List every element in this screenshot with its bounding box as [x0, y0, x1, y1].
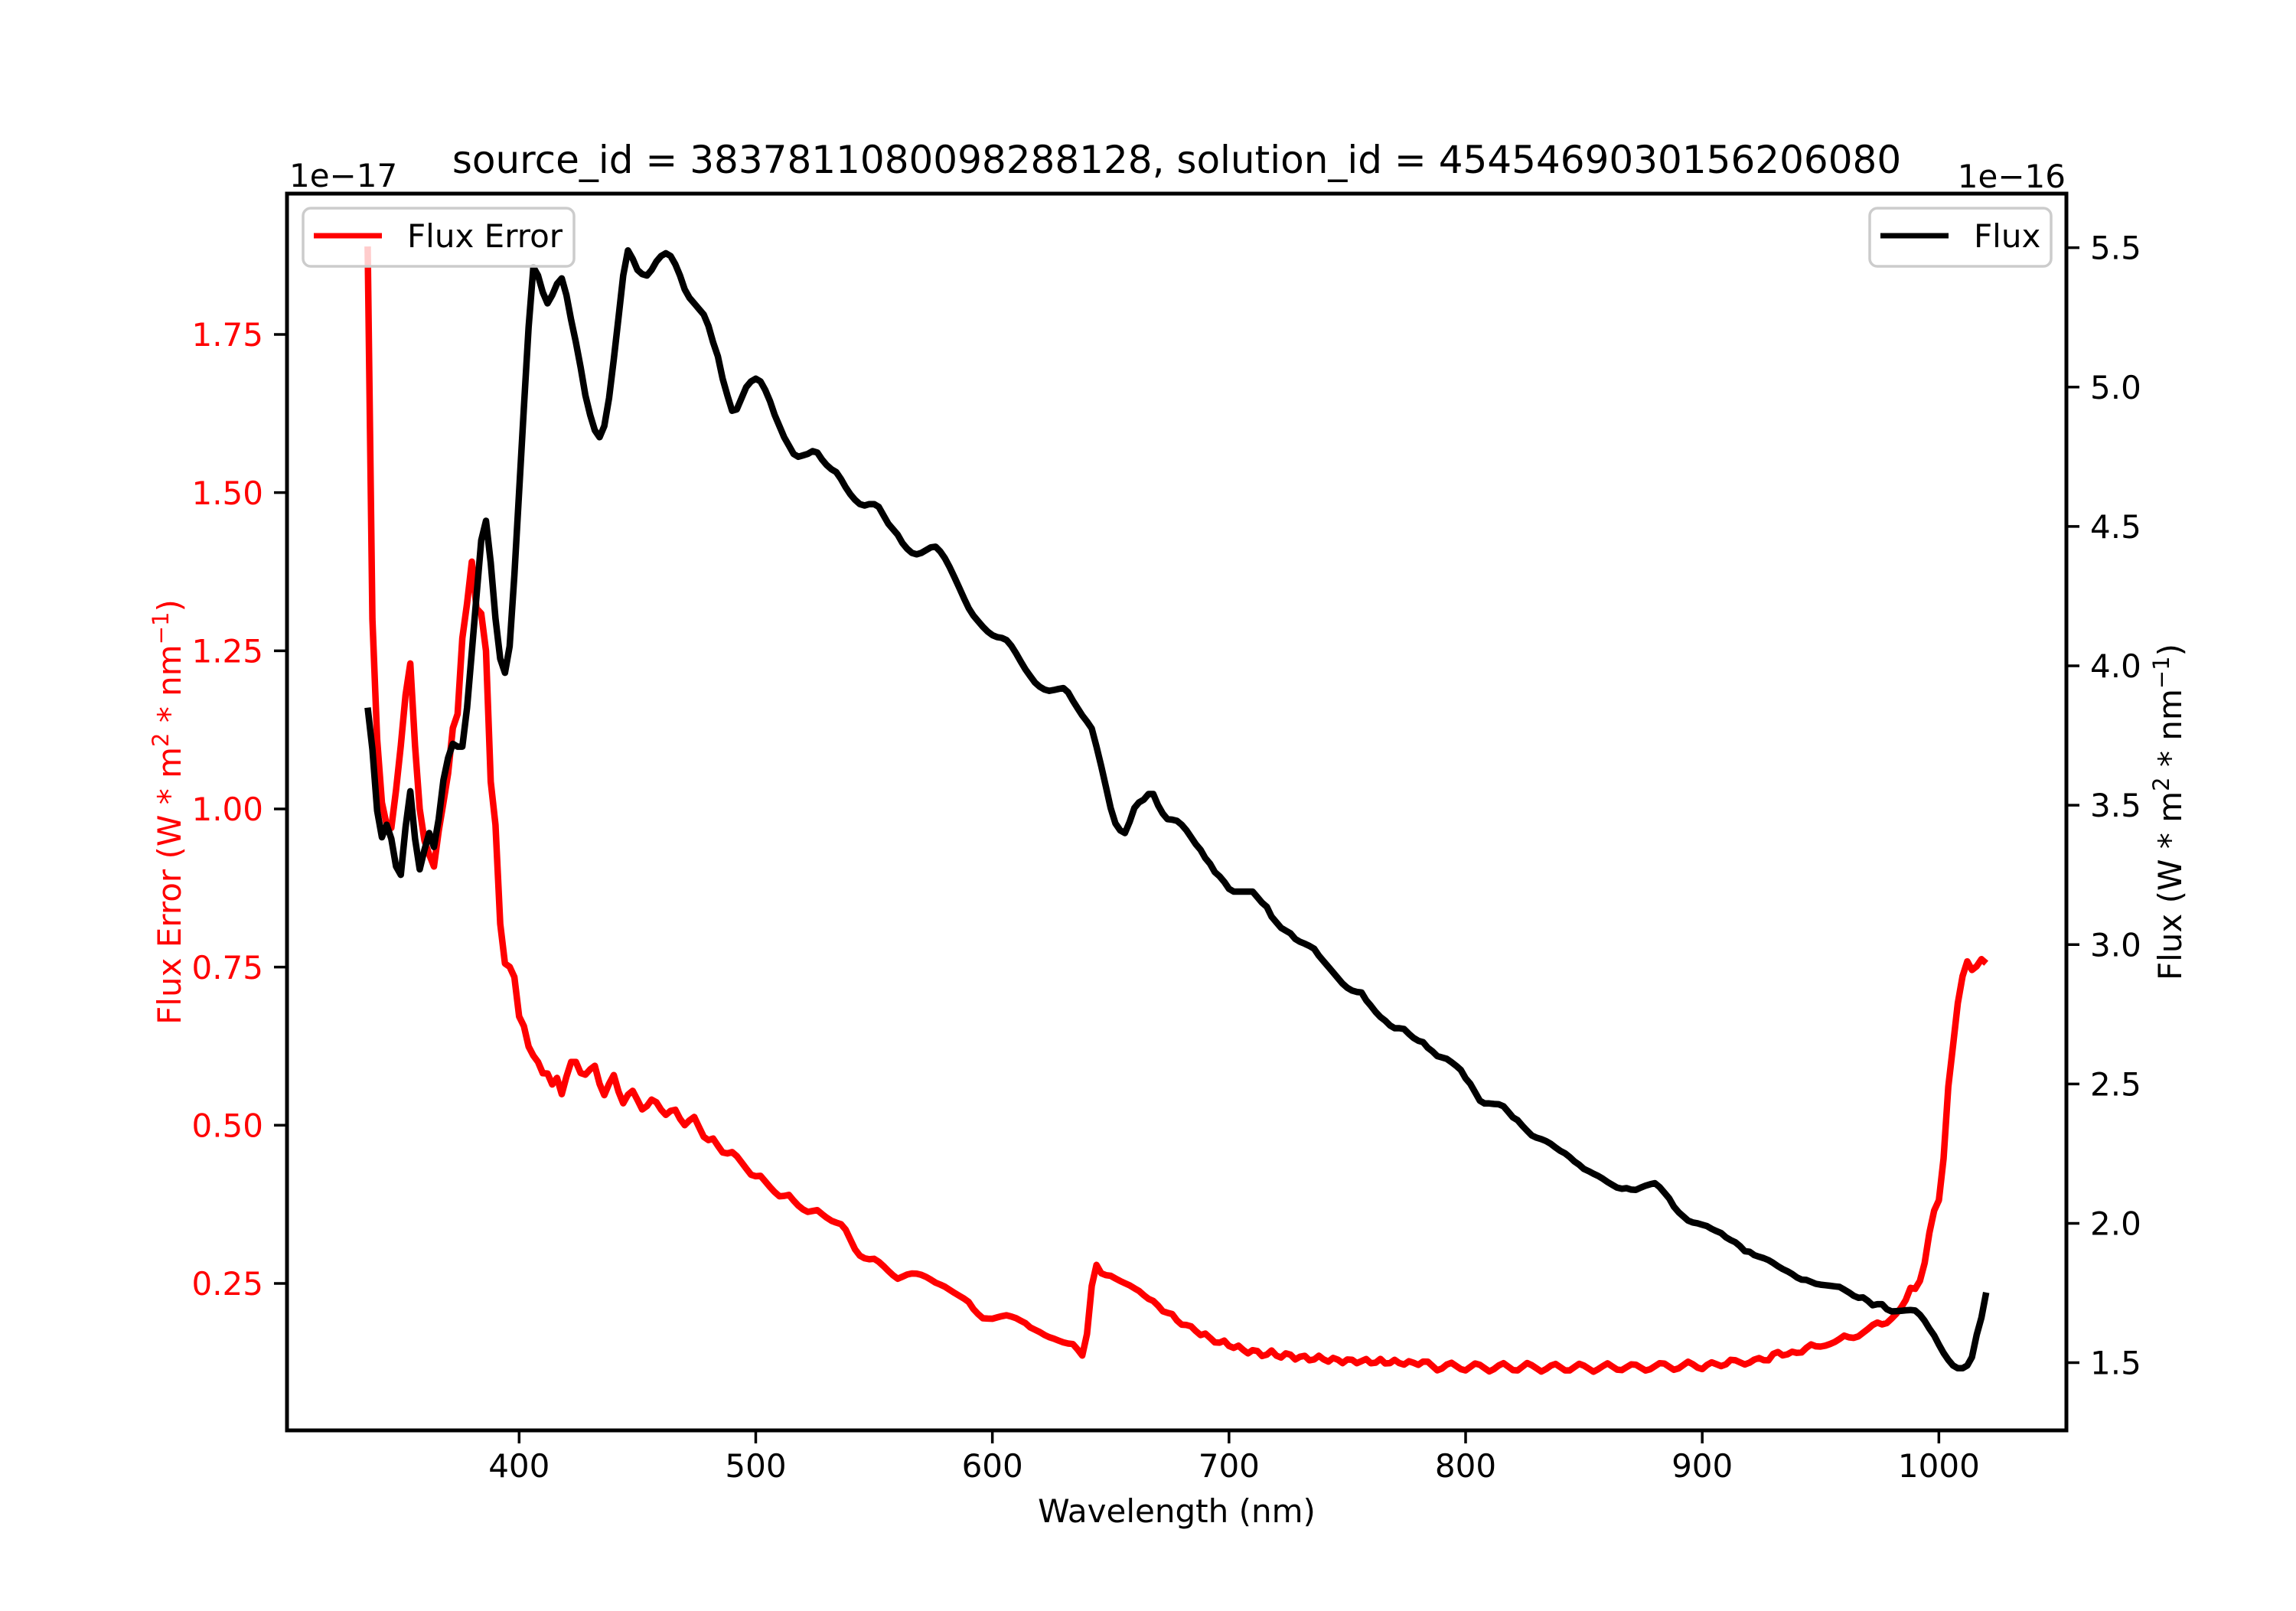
- x-tick-label: 1000: [1898, 1447, 1980, 1485]
- legend-flux-frame: [1868, 207, 2053, 268]
- right-axis-offset-text: 1e−16: [1958, 158, 2066, 195]
- x-tick-label: 900: [1671, 1447, 1733, 1485]
- left-axis-ticks: 0.25 0.50 0.75 1.00 1.25 1.50 1.75: [191, 316, 287, 1303]
- x-tick-label: 600: [962, 1447, 1023, 1485]
- flux-error-curve: [364, 246, 1988, 1375]
- left-y-tick-label: 1.00: [191, 791, 263, 828]
- x-tick-label: 700: [1199, 1447, 1260, 1485]
- flux-error-legend-label: Flux Error: [407, 217, 563, 255]
- x-tick-label: 800: [1435, 1447, 1496, 1485]
- right-y-tick-label: 4.5: [2090, 508, 2141, 546]
- right-y-tick-label: 1.5: [2090, 1345, 2141, 1382]
- x-tick-label: 400: [488, 1447, 550, 1485]
- left-y-tick-label: 1.25: [191, 632, 263, 670]
- legend-flux-error: Flux Error: [302, 207, 576, 268]
- right-y-tick-label: 2.5: [2090, 1065, 2141, 1103]
- legend-flux-error-frame: [302, 207, 576, 268]
- right-y-tick-label: 3.5: [2090, 787, 2141, 824]
- right-axis-ticks: 1.5 2.0 2.5 3.0 3.5 4.0 4.5 5.0 5.5: [2066, 230, 2141, 1382]
- left-y-tick-label: 0.50: [191, 1107, 263, 1144]
- right-axis-label: Flux (W * m2 * nm−1): [2148, 644, 2189, 980]
- flux-legend-label: Flux: [1974, 217, 2040, 255]
- left-axis-offset-text: 1e−17: [289, 157, 397, 194]
- chart-title: source_id = 3837811080098288128, solutio…: [452, 138, 1901, 182]
- flux-curve: [364, 246, 1990, 1372]
- x-axis-ticks: 400 500 600 700 800 900 1000: [488, 1430, 1980, 1485]
- left-y-tick-label: 0.25: [191, 1265, 263, 1303]
- right-y-tick-label: 3.0: [2090, 926, 2141, 964]
- left-y-tick-label: 1.75: [191, 316, 263, 354]
- legend-flux: Flux: [1868, 207, 2053, 268]
- right-y-tick-label: 5.0: [2090, 369, 2141, 406]
- left-y-tick-label: 0.75: [191, 949, 263, 986]
- left-axis-label: Flux Error (W * m2 * nm−1): [148, 599, 188, 1025]
- left-y-tick-label: 1.50: [191, 474, 263, 512]
- right-y-tick-label: 4.0: [2090, 647, 2141, 685]
- x-tick-label: 500: [725, 1447, 786, 1485]
- x-axis-label: Wavelength (nm): [1038, 1492, 1316, 1530]
- axes-frame: [285, 191, 2069, 1433]
- right-y-tick-label: 5.5: [2090, 230, 2141, 267]
- right-y-tick-label: 2.0: [2090, 1205, 2141, 1243]
